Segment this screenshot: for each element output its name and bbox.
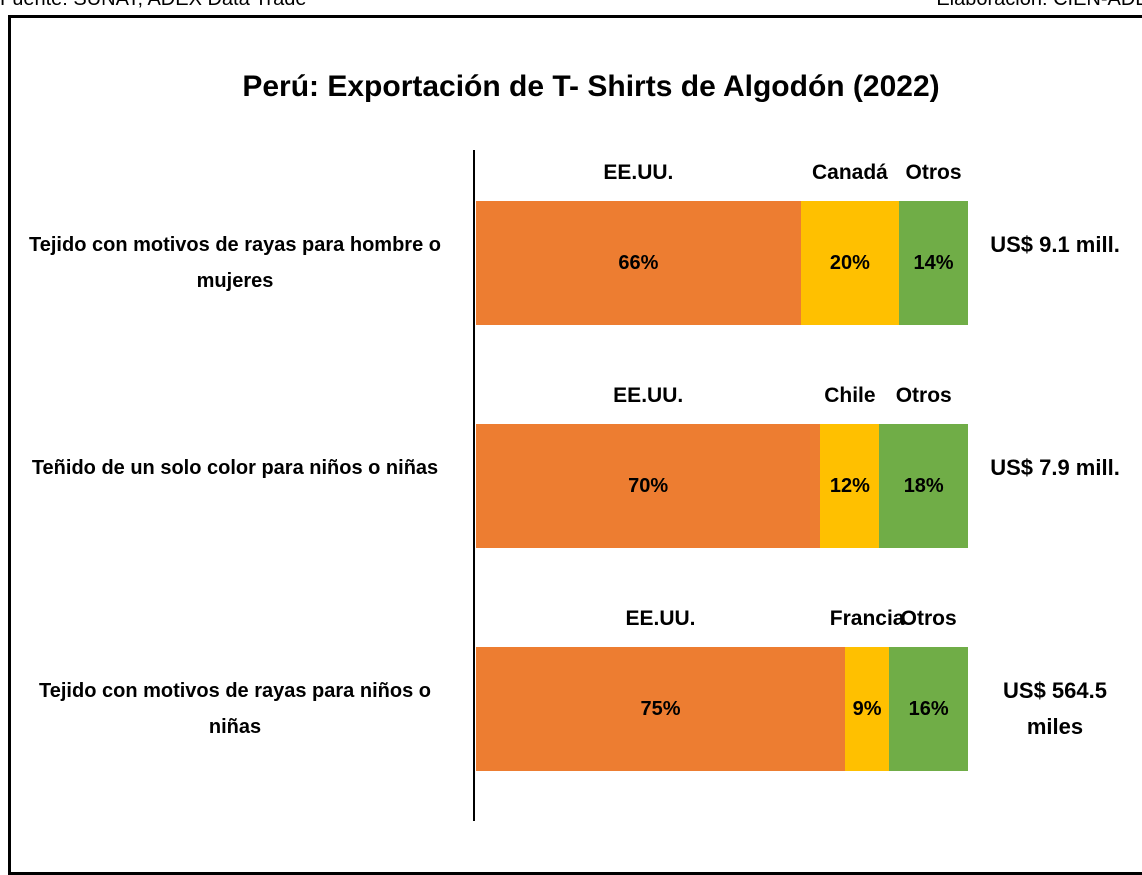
- value-label: 14%: [913, 251, 954, 274]
- value-label: 20%: [829, 251, 870, 274]
- total-label: US$ 7.9 mill.: [990, 455, 1120, 480]
- bar-segment: 70%: [476, 424, 821, 548]
- segment-name: EE.UU.: [603, 161, 674, 184]
- credit-note: Elaboración: CIEN-ADEX: [936, 0, 1142, 11]
- chart-title: Perú: Exportación de T- Shirts de Algodó…: [242, 70, 940, 103]
- value-label: 75%: [640, 697, 681, 720]
- bar-segment: 20%: [800, 201, 900, 325]
- value-label: 16%: [908, 697, 949, 720]
- segment-name: Otros: [905, 161, 962, 184]
- bar-segment: 66%: [476, 201, 801, 325]
- total-label: US$ 9.1 mill.: [990, 232, 1120, 257]
- bar-segment: 18%: [879, 424, 968, 548]
- total-label: US$ 564.5 miles: [1003, 678, 1107, 739]
- category-label: Tejido con motivos de rayas para hombre …: [29, 234, 441, 292]
- segment-name: EE.UU.: [625, 607, 696, 630]
- segment-name: Otros: [900, 607, 957, 630]
- value-label: 12%: [829, 474, 870, 497]
- value-label: 9%: [852, 697, 882, 720]
- value-label: 66%: [618, 251, 659, 274]
- segment-name: Francia: [829, 607, 905, 630]
- category-label: Tejido con motivos de rayas para niños o…: [39, 680, 431, 738]
- segment-name: EE.UU.: [613, 384, 684, 407]
- bar-segment: 9%: [845, 647, 890, 771]
- value-label: 18%: [903, 474, 944, 497]
- category-label: Teñido de un solo color para niños o niñ…: [31, 457, 439, 479]
- bar-segment: 16%: [889, 647, 968, 771]
- bar-segment: 12%: [820, 424, 880, 548]
- segment-name: Canadá: [811, 161, 888, 184]
- source-note: Fuente: SUNAT, ADEX Data Trade: [0, 0, 306, 11]
- bar-segment: 14%: [899, 201, 968, 325]
- bar-segment: 75%: [476, 647, 845, 771]
- value-label: 70%: [628, 474, 669, 497]
- segment-name: Otros: [895, 384, 952, 407]
- segment-name: Chile: [824, 384, 876, 407]
- category-axis: [473, 150, 475, 821]
